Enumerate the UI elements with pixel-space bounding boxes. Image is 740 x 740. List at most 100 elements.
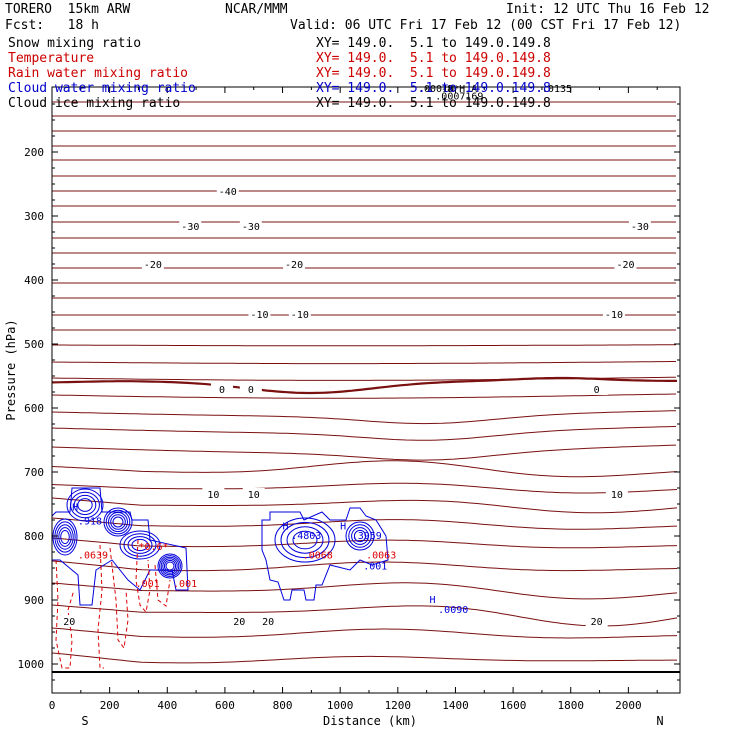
cloud-water-label: H bbox=[283, 522, 289, 533]
cloud-water-contour bbox=[345, 521, 375, 551]
cloud-water-contour bbox=[105, 509, 131, 535]
cloud-water-contour bbox=[54, 521, 76, 553]
temp-contour-line bbox=[51, 460, 678, 478]
temp-contour-line bbox=[51, 652, 677, 664]
y-tick-label: 600 bbox=[24, 402, 44, 415]
model-title: TORERO 15km ARW bbox=[5, 2, 131, 17]
temp-contour-line bbox=[51, 497, 678, 514]
cloud-water-label: .0090 bbox=[438, 605, 468, 616]
temp-contour-line bbox=[51, 393, 677, 399]
cloud-water-contour bbox=[160, 556, 180, 576]
temp-label-bg bbox=[288, 308, 311, 320]
x-tick-label: 600 bbox=[215, 699, 235, 712]
temp-contour-line bbox=[51, 482, 678, 494]
cloud-water-contour bbox=[351, 527, 369, 545]
temp-label-bg bbox=[628, 220, 651, 232]
temp-contour-label: -20 bbox=[144, 260, 162, 271]
field-cloudwater-name: Cloud water mixing ratio bbox=[8, 81, 196, 96]
plot-frame bbox=[51, 86, 681, 694]
field-snow-name: Snow mixing ratio bbox=[8, 36, 142, 51]
cloud-ice-label: .0135 bbox=[542, 84, 572, 95]
temp-label-bg bbox=[141, 258, 164, 270]
temp-label-bg bbox=[202, 488, 225, 500]
temperature-contours bbox=[51, 101, 680, 673]
contour-labels: -40 -30 -30 -30 -20 -20 -20 -10 -10 -10 0 0 0 10 10 10 2… bbox=[58, 84, 651, 628]
cloud-water-contour bbox=[280, 521, 330, 559]
x-tick-label: 0 bbox=[49, 699, 56, 712]
cloud-water-label: H bbox=[430, 595, 436, 606]
cloud-water-contour bbox=[73, 494, 97, 516]
temp-contour-label: 20 bbox=[591, 617, 603, 628]
y-tick-label: 500 bbox=[24, 338, 44, 351]
temp-contour-label: 20 bbox=[233, 617, 245, 628]
temp-contour-label: -10 bbox=[250, 310, 268, 321]
rain-water-contour bbox=[97, 544, 104, 669]
cloud-water-contour bbox=[163, 559, 177, 573]
x-axis-title: Distance (km) bbox=[323, 714, 417, 728]
y-tick-label: 300 bbox=[24, 210, 44, 223]
temp-label-bg bbox=[242, 488, 265, 500]
temp-label-bg bbox=[614, 258, 637, 270]
temp-contour-line bbox=[51, 582, 678, 600]
cloud-water-contour bbox=[66, 488, 104, 522]
temp-contour-label: -10 bbox=[605, 310, 623, 321]
temp-contour-zero bbox=[51, 376, 677, 395]
temp-contour-label: 0 bbox=[219, 385, 225, 396]
cloud-water-contour bbox=[165, 561, 175, 571]
x-tick-label: 1800 bbox=[557, 699, 584, 712]
temp-label-bg bbox=[179, 220, 202, 232]
temp-contour-label: 0 bbox=[594, 385, 600, 396]
cloud-water-label: .3959 bbox=[352, 531, 382, 542]
temp-contour-label: -30 bbox=[631, 222, 649, 233]
temp-contour-label: -10 bbox=[291, 310, 309, 321]
south-end-label: S bbox=[81, 714, 88, 728]
temp-contour-label: -40 bbox=[219, 187, 237, 198]
x-tick-label: 2000 bbox=[615, 699, 642, 712]
y-tick-label: 700 bbox=[24, 466, 44, 479]
cloud-water-contour bbox=[52, 518, 78, 556]
rain-water-contour bbox=[55, 559, 75, 669]
temp-contour-label: 10 bbox=[207, 490, 219, 501]
temp-contour-line bbox=[51, 627, 678, 639]
y-tick-label: 400 bbox=[24, 274, 44, 287]
cloud-water-contour bbox=[286, 526, 324, 554]
temp-contour-line bbox=[51, 604, 678, 627]
cloud-water-contour bbox=[77, 498, 93, 512]
temp-contour-line bbox=[51, 410, 677, 425]
temp-label-bg bbox=[257, 615, 280, 627]
cloud-water-contour bbox=[60, 530, 70, 544]
cloud-water-contour bbox=[103, 507, 133, 537]
temp-label-bg bbox=[283, 258, 306, 270]
cloud-water-contour bbox=[292, 530, 318, 550]
valid-time: Valid: 06 UTC Fri 17 Feb 12 (00 CST Fri … bbox=[290, 18, 682, 33]
cloud-water-contour bbox=[112, 516, 124, 528]
cloud-water-outline bbox=[261, 507, 389, 601]
rain-water-label: .001 bbox=[173, 579, 197, 590]
temp-label-bg bbox=[228, 615, 251, 627]
cloud-water-contour bbox=[110, 514, 126, 530]
temp-label-bg bbox=[585, 383, 608, 395]
y-axis-title: Pressure (hPa) bbox=[4, 319, 18, 420]
x-tick-label: 1400 bbox=[442, 699, 469, 712]
rain-water-contour bbox=[154, 564, 171, 607]
temp-label-bg bbox=[239, 383, 262, 395]
field-temp-xy: XY= 149.0. 5.1 to 149.0.149.8 bbox=[316, 51, 551, 66]
temp-contour-label: 20 bbox=[262, 617, 274, 628]
init-time: Init: 12 UTC Thu 16 Feb 12 bbox=[506, 2, 710, 17]
x-tick-label: 1000 bbox=[327, 699, 354, 712]
cloud-water-contour bbox=[157, 553, 183, 579]
cloud-water-contour bbox=[56, 524, 74, 550]
temp-contour-label: 10 bbox=[248, 490, 260, 501]
temp-label-bg bbox=[211, 383, 234, 395]
y-tick-label: 1000 bbox=[18, 658, 45, 671]
field-cloudwater-xy: XY= 149.0. 5.1 to 149.0.149.8 bbox=[316, 81, 551, 96]
temp-label-bg bbox=[239, 220, 262, 232]
cloud-water-outline bbox=[51, 487, 189, 606]
cloud-water-label: H bbox=[340, 522, 346, 533]
org-label: NCAR/MMM bbox=[225, 2, 288, 17]
cloud-water-contour bbox=[131, 538, 149, 552]
cloud-water-contour bbox=[108, 512, 128, 532]
rain-water-contour bbox=[109, 547, 129, 650]
cloud-water-contour bbox=[159, 555, 181, 577]
